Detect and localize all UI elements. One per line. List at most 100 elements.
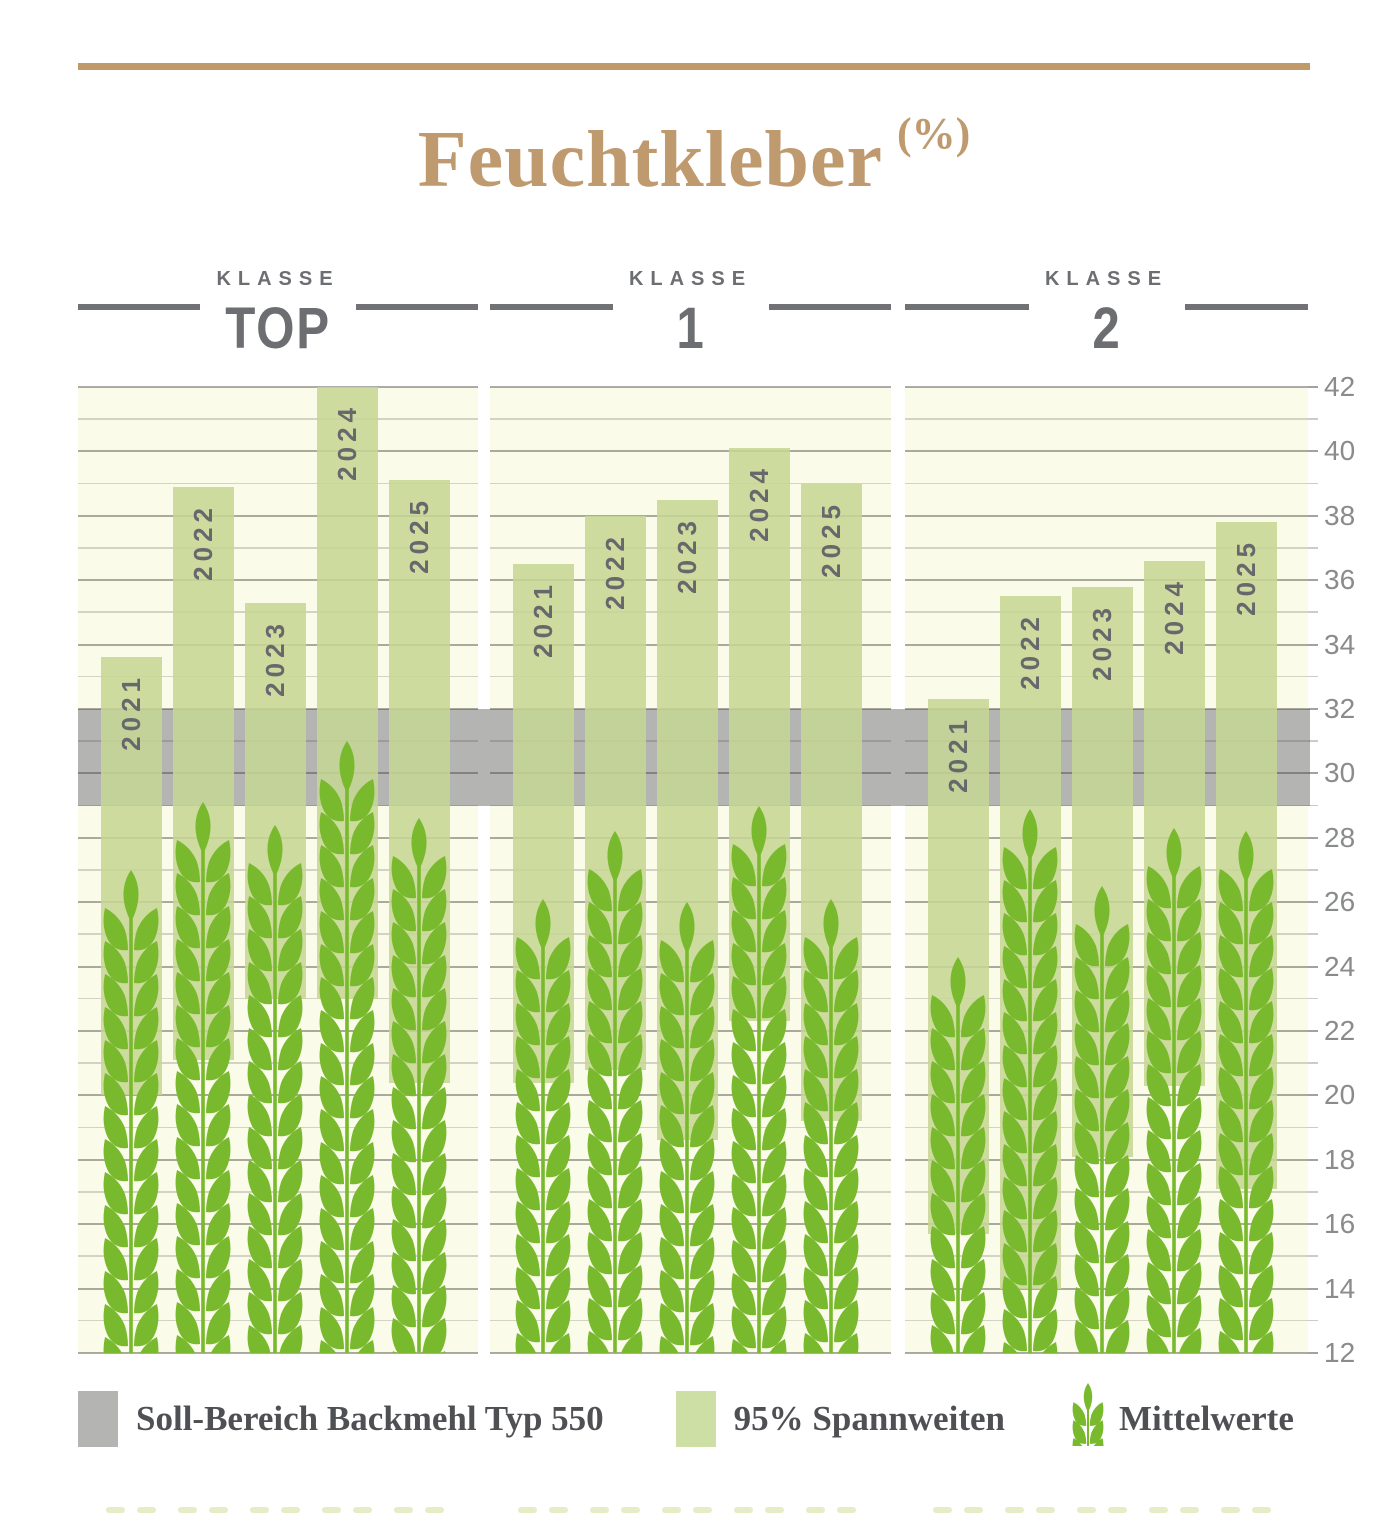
grid-line xyxy=(78,547,478,549)
grid-line xyxy=(78,450,478,453)
grid-line xyxy=(490,1319,891,1322)
bar-year-label: 2022 xyxy=(188,502,218,581)
grid-line xyxy=(905,547,1308,549)
grid-line xyxy=(78,482,478,485)
y-axis-tick-label: 16 xyxy=(1324,1208,1356,1240)
y-axis-tick-label: 32 xyxy=(1324,693,1356,724)
title-unit: (%) xyxy=(896,109,971,158)
bar-year-label: 2025 xyxy=(816,499,846,578)
bottom-crop-dash xyxy=(621,1507,640,1513)
bottom-crop-dash xyxy=(322,1507,341,1513)
bottom-crop-dash xyxy=(549,1507,568,1513)
bottom-crop-dash xyxy=(209,1507,228,1513)
mean-wheat-ear-2-2022 xyxy=(1000,808,1060,1353)
legend-item-soll-bereich: Soll-Bereich Backmehl Typ 550 xyxy=(78,1391,604,1447)
mean-wheat-ear-1-2023 xyxy=(657,902,717,1353)
grid-line xyxy=(490,418,891,420)
axis-tick xyxy=(1308,1030,1318,1032)
y-axis-tick-label: 38 xyxy=(1324,499,1356,531)
grid-line xyxy=(78,1287,478,1290)
grid-line xyxy=(905,418,1308,420)
grid-line xyxy=(78,386,478,388)
bottom-crop-dash xyxy=(1180,1507,1199,1513)
header-rule xyxy=(1184,304,1308,310)
mean-wheat-ear-2-2025 xyxy=(1216,831,1276,1353)
mean-wheat-ear-TOP-2021 xyxy=(101,870,161,1353)
top-divider-line xyxy=(78,63,1310,70)
mean-wheat-ear-1-2024 xyxy=(729,805,789,1353)
bar-year-label: 2023 xyxy=(672,515,702,594)
grid-line xyxy=(905,482,1308,485)
mean-wheat-ear-1-2022 xyxy=(585,831,645,1353)
axis-tick xyxy=(1308,901,1318,904)
axis-tick xyxy=(1308,772,1318,775)
panel-class-name-2: 2 xyxy=(1091,296,1122,361)
axis-tick xyxy=(1308,1287,1318,1290)
axis-tick xyxy=(1308,450,1318,453)
mean-wheat-ear-1-2025 xyxy=(801,898,861,1353)
grid-line xyxy=(490,1255,891,1257)
legend-label: 95% Spannweiten xyxy=(733,1399,1005,1438)
axis-tick xyxy=(1308,579,1318,582)
y-axis-tick-label: 12 xyxy=(1324,1337,1356,1368)
y-axis-tick-label: 24 xyxy=(1324,950,1356,982)
axis-tick xyxy=(1308,1319,1318,1322)
axis-tick xyxy=(1308,611,1318,613)
axis-tick xyxy=(1308,1191,1318,1193)
axis-tick xyxy=(1308,965,1318,968)
axis-tick xyxy=(1308,708,1318,710)
grid-line xyxy=(490,1158,891,1161)
mean-wheat-ear-TOP-2023 xyxy=(245,824,305,1353)
bottom-crop-dash xyxy=(1149,1507,1168,1513)
bottom-crop-dash xyxy=(425,1507,444,1513)
bottom-crop-dash xyxy=(178,1507,197,1513)
bottom-crop-dash xyxy=(518,1507,537,1513)
bar-year-label: 2025 xyxy=(1231,538,1261,617)
axis-tick xyxy=(1308,482,1318,485)
bottom-crop-dash xyxy=(1005,1507,1024,1513)
grid-line xyxy=(905,1352,1308,1354)
bottom-crop-dash xyxy=(662,1507,681,1513)
y-axis-tick-label: 18 xyxy=(1324,1143,1356,1175)
bottom-crop-dash xyxy=(933,1507,952,1513)
y-axis-tick-label: 20 xyxy=(1324,1079,1356,1111)
y-axis-tick-label: 40 xyxy=(1324,435,1356,467)
grid-line xyxy=(78,1352,478,1354)
grid-line xyxy=(78,1094,478,1097)
bar-year-label: 2024 xyxy=(332,403,362,481)
panel-class-name-1: 1 xyxy=(675,296,706,361)
bottom-crop-dash xyxy=(806,1507,825,1513)
bottom-crop-dash xyxy=(250,1507,269,1513)
axis-tick xyxy=(1308,1255,1318,1257)
mean-wheat-ear-2-2021 xyxy=(928,956,988,1353)
bar-year-label: 2023 xyxy=(260,618,290,697)
green-square-swatch-icon xyxy=(675,1391,716,1447)
grid-line xyxy=(78,579,478,582)
legend-label: Mittelwerte xyxy=(1118,1399,1294,1438)
bottom-crop-dash xyxy=(590,1507,609,1513)
grid-line xyxy=(78,1191,478,1193)
grid-line xyxy=(78,1319,478,1322)
axis-tick xyxy=(1308,869,1318,871)
axis-tick xyxy=(1308,675,1318,678)
axis-tick xyxy=(1308,997,1318,1000)
axis-tick xyxy=(1308,836,1318,839)
bottom-crop-dash xyxy=(1036,1507,1055,1513)
axis-tick xyxy=(1308,1126,1318,1129)
grid-line xyxy=(78,1223,478,1226)
bottom-crop-dash xyxy=(837,1507,856,1513)
mean-wheat-ear-2-2023 xyxy=(1072,886,1132,1353)
grid-line xyxy=(78,1030,478,1032)
axis-tick xyxy=(1308,643,1318,646)
grid-line xyxy=(905,579,1308,582)
axis-tick xyxy=(1308,1158,1318,1161)
axis-tick xyxy=(1308,514,1318,517)
grid-line xyxy=(490,450,891,453)
grid-line xyxy=(78,1126,478,1129)
y-axis-tick-label: 26 xyxy=(1324,886,1356,918)
mean-wheat-ear-TOP-2024 xyxy=(317,741,377,1353)
axis-tick xyxy=(1308,740,1318,742)
header-rule xyxy=(356,304,478,310)
bar-year-label: 2023 xyxy=(1087,602,1117,681)
y-axis-tick-label: 36 xyxy=(1324,564,1356,596)
